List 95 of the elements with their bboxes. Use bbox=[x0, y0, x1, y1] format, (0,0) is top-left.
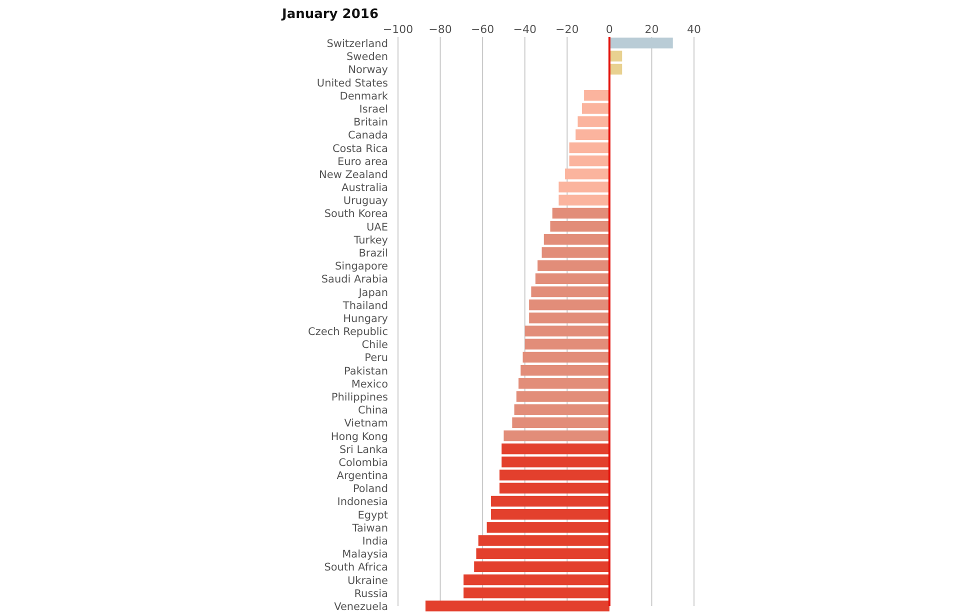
y-tick-label: Switzerland bbox=[326, 38, 388, 50]
bar bbox=[516, 391, 610, 402]
bar bbox=[504, 430, 610, 442]
bar bbox=[531, 286, 610, 298]
bar bbox=[544, 234, 610, 245]
bar bbox=[512, 417, 610, 428]
bar bbox=[558, 182, 610, 192]
x-tick-label: 40 bbox=[687, 23, 701, 36]
bar bbox=[486, 522, 610, 533]
bar bbox=[542, 247, 610, 258]
y-tick-label: Philippines bbox=[331, 392, 388, 404]
y-tick-label: Japan bbox=[358, 286, 388, 299]
y-tick-label: Turkey bbox=[352, 234, 388, 246]
bar bbox=[464, 574, 610, 586]
bar bbox=[502, 444, 610, 454]
bar bbox=[584, 90, 610, 101]
y-tick-label: Brazil bbox=[358, 247, 388, 260]
chart-title: January 2016 bbox=[281, 7, 378, 22]
y-tick-label: Britain bbox=[353, 116, 388, 129]
y-tick-label: Argentina bbox=[336, 470, 388, 482]
x-tick-label: −80 bbox=[428, 23, 452, 36]
y-tick-label: Taiwan bbox=[351, 522, 388, 534]
bar bbox=[476, 548, 610, 559]
y-tick-label: Euro area bbox=[337, 156, 388, 168]
bar bbox=[524, 326, 610, 336]
bar bbox=[569, 155, 610, 166]
bar bbox=[535, 273, 610, 284]
bar bbox=[518, 378, 610, 389]
y-tick-label: Australia bbox=[342, 182, 388, 194]
y-tick-label: United States bbox=[316, 77, 388, 90]
y-tick-label: Israel bbox=[359, 103, 388, 116]
bar bbox=[550, 220, 610, 232]
y-tick-label: Sri Lanka bbox=[339, 444, 388, 456]
bar bbox=[552, 208, 610, 219]
y-tick-label: Colombia bbox=[338, 456, 388, 469]
bar bbox=[514, 404, 610, 415]
y-tick-label: Peru bbox=[364, 352, 388, 364]
x-tick-label: 20 bbox=[644, 23, 659, 36]
y-tick-label: Saudi Arabia bbox=[321, 274, 388, 286]
y-tick-label: Uruguay bbox=[343, 195, 388, 208]
bar bbox=[491, 496, 610, 507]
y-tick-label: Pakistan bbox=[344, 365, 388, 378]
y-tick-label: Ukraine bbox=[347, 574, 388, 587]
x-tick-label: −100 bbox=[382, 23, 414, 36]
y-tick-label: Singapore bbox=[335, 260, 388, 273]
y-tick-label: Mexico bbox=[351, 378, 388, 390]
bar bbox=[522, 352, 610, 363]
bar bbox=[499, 470, 610, 480]
bar bbox=[491, 508, 610, 520]
bar bbox=[520, 364, 610, 376]
bar bbox=[569, 142, 610, 154]
y-tick-label: Czech Republic bbox=[308, 326, 388, 338]
x-tick-label: −60 bbox=[470, 23, 494, 36]
y-tick-label: Vietnam bbox=[344, 418, 388, 430]
bar bbox=[502, 456, 610, 468]
x-tick-label: 0 bbox=[606, 23, 613, 36]
y-tick-label: UAE bbox=[366, 221, 388, 234]
bar bbox=[578, 116, 610, 127]
bar bbox=[464, 588, 610, 598]
bar bbox=[609, 38, 673, 48]
y-tick-label: Venezuela bbox=[334, 600, 388, 613]
y-tick-label: India bbox=[362, 536, 388, 548]
y-tick-label: South Africa bbox=[324, 562, 388, 574]
y-tick-label: Poland bbox=[352, 483, 388, 496]
y-tick-label: Hungary bbox=[343, 312, 388, 325]
bar bbox=[499, 482, 610, 494]
y-tick-label: Thailand bbox=[342, 300, 388, 312]
y-tick-label: Denmark bbox=[340, 90, 389, 102]
bar bbox=[576, 129, 610, 140]
bar bbox=[538, 260, 610, 271]
bar bbox=[478, 535, 610, 546]
x-tick-label: −40 bbox=[513, 23, 536, 36]
y-tick-label: New Zealand bbox=[319, 168, 388, 181]
bar bbox=[529, 312, 610, 324]
x-tick-label: −20 bbox=[556, 23, 579, 36]
bar bbox=[609, 50, 622, 62]
y-tick-label: Hong Kong bbox=[330, 430, 388, 443]
bar bbox=[524, 338, 610, 350]
y-tick-label: Indonesia bbox=[337, 496, 388, 508]
y-tick-label: South Korea bbox=[324, 208, 388, 220]
bar bbox=[558, 194, 610, 206]
y-tick-label: Norway bbox=[348, 64, 388, 76]
bar bbox=[565, 168, 610, 180]
bar bbox=[474, 561, 610, 572]
bar bbox=[529, 299, 610, 310]
y-tick-label: Egypt bbox=[358, 509, 388, 522]
y-tick-label: Sweden bbox=[346, 51, 388, 64]
y-tick-label: Costa Rica bbox=[332, 142, 388, 155]
y-tick-label: China bbox=[358, 404, 388, 417]
bar bbox=[582, 103, 610, 114]
y-tick-label: Canada bbox=[348, 130, 388, 142]
y-tick-label: Russia bbox=[354, 588, 388, 600]
y-tick-label: Malaysia bbox=[342, 548, 388, 561]
y-tick-label: Chile bbox=[362, 339, 388, 352]
bar bbox=[425, 600, 610, 612]
